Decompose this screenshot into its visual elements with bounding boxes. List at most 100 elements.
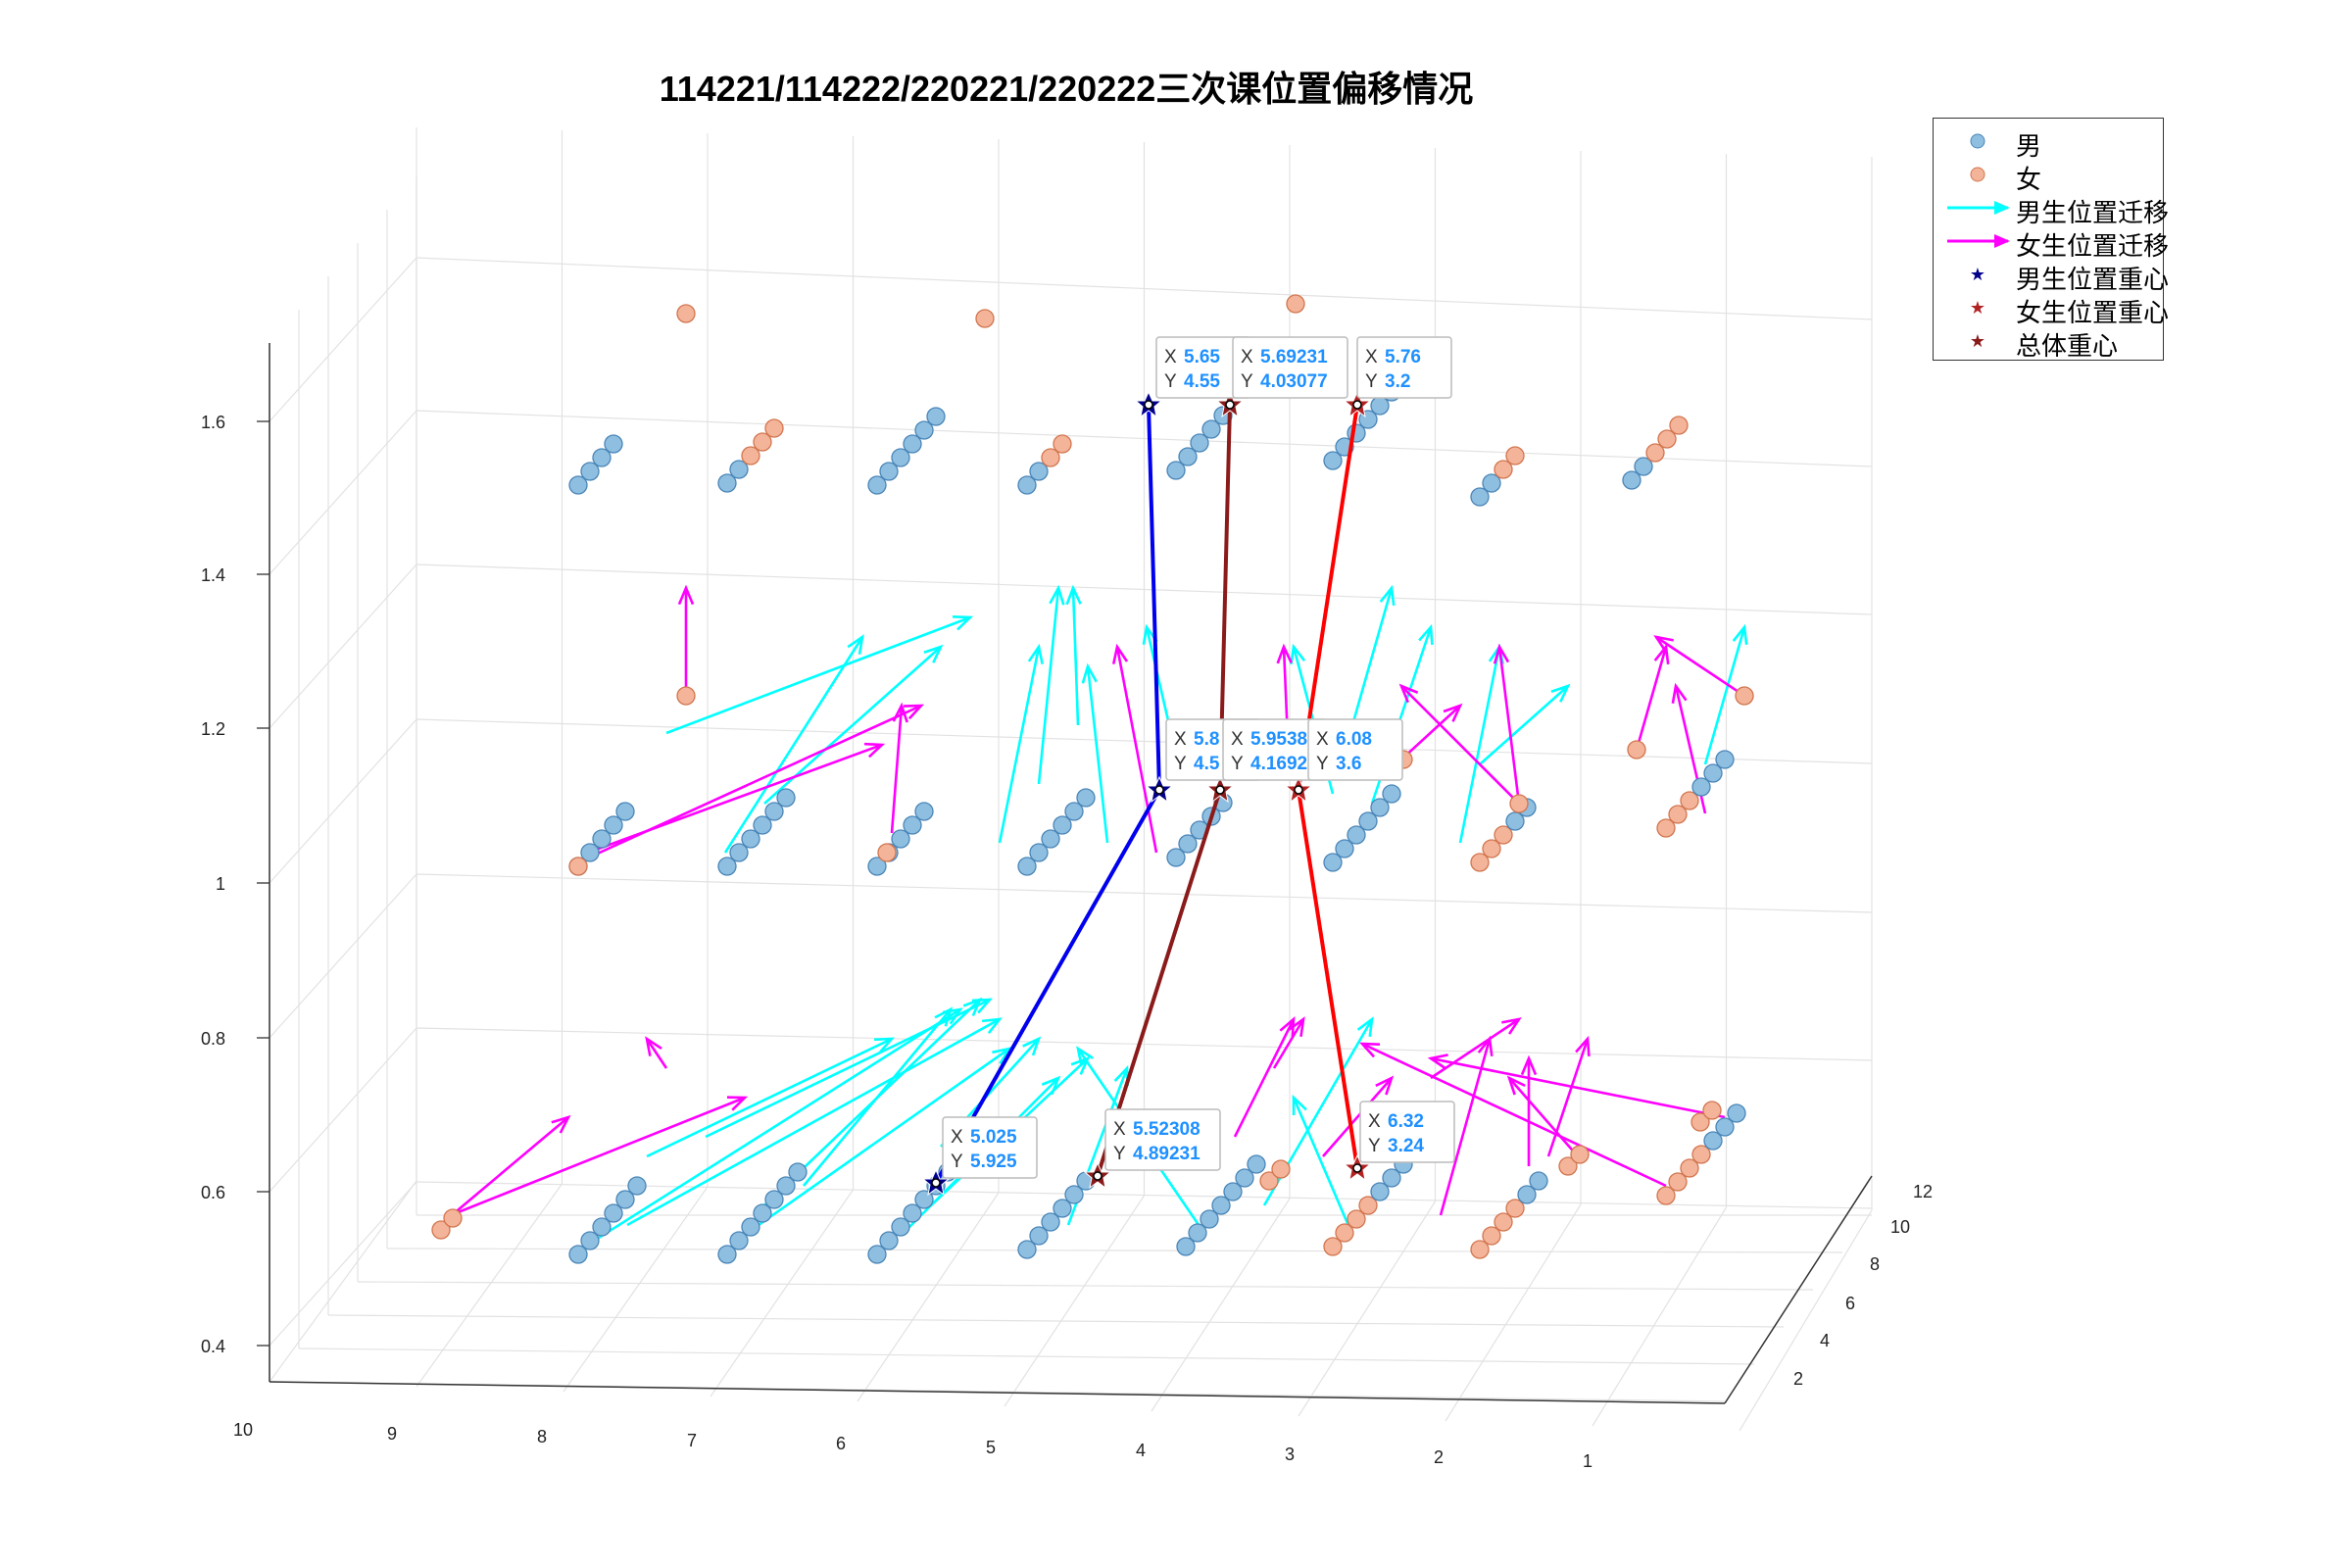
female-point bbox=[1735, 686, 1754, 706]
datatip-x-label: X bbox=[1365, 347, 1378, 368]
arrow-icon bbox=[1947, 234, 2010, 248]
male-point bbox=[914, 802, 934, 821]
female-point bbox=[741, 446, 760, 466]
female-arrow bbox=[1400, 705, 1461, 760]
datatip: X 6.08 Y 3.6 bbox=[1307, 718, 1403, 781]
male-arrow-head bbox=[971, 998, 994, 1014]
male-point bbox=[1200, 1209, 1219, 1229]
male-point bbox=[1223, 1182, 1243, 1201]
female-point bbox=[1668, 1172, 1688, 1192]
x-axis-line bbox=[269, 1381, 1726, 1404]
female-point bbox=[1505, 1199, 1525, 1218]
x-tick-label: 10 bbox=[233, 1420, 253, 1440]
female-point bbox=[1053, 434, 1072, 454]
legend-item[interactable]: 女生位置迁移 bbox=[1934, 224, 2169, 262]
female-arrow bbox=[645, 1038, 668, 1069]
male-point bbox=[592, 1217, 612, 1237]
male-arrow bbox=[723, 636, 864, 854]
datatip-y-value: 4.1692 bbox=[1250, 754, 1307, 774]
centroid-marker bbox=[1215, 785, 1225, 795]
male-arrow bbox=[1350, 587, 1394, 726]
male-point bbox=[1188, 1223, 1207, 1243]
male-arrow bbox=[1458, 646, 1501, 844]
grid-line bbox=[269, 257, 417, 422]
female-point bbox=[1482, 1226, 1501, 1246]
male-point bbox=[891, 1217, 910, 1237]
arrow-icon bbox=[1947, 201, 2010, 215]
datatip-y-label: Y bbox=[1368, 1136, 1381, 1156]
female-arrow-head bbox=[1375, 1075, 1395, 1096]
male-point bbox=[867, 475, 887, 495]
male-point bbox=[615, 802, 635, 821]
grid-line bbox=[269, 1027, 417, 1193]
female-point bbox=[1335, 1223, 1354, 1243]
z-tick-label: 0.4 bbox=[201, 1337, 225, 1356]
male-point bbox=[753, 1203, 772, 1223]
datatip-y-value: 3.2 bbox=[1385, 371, 1410, 392]
female-arrow bbox=[1272, 1018, 1305, 1069]
male-point bbox=[879, 462, 899, 481]
y-tick-label: 6 bbox=[1845, 1294, 1855, 1313]
male-arrow-head bbox=[1379, 584, 1396, 607]
male-point bbox=[741, 829, 760, 849]
male-point bbox=[1190, 433, 1209, 453]
grid-line bbox=[1739, 1209, 1873, 1432]
male-point bbox=[1482, 473, 1501, 493]
legend-item[interactable]: ★ 总体重心 bbox=[1934, 324, 2163, 362]
male-point bbox=[1235, 1168, 1254, 1188]
male-arrow-head bbox=[992, 1047, 1012, 1064]
legend-label: 总体重心 bbox=[2016, 332, 2119, 362]
datatip-x-label: X bbox=[1174, 729, 1187, 750]
x-tick-label: 4 bbox=[1136, 1441, 1146, 1460]
female-point bbox=[676, 686, 696, 706]
female-point bbox=[1669, 416, 1689, 435]
male-point bbox=[903, 1203, 922, 1223]
y-tick-label: 12 bbox=[1913, 1182, 1933, 1201]
male-point bbox=[1370, 1182, 1390, 1201]
male-arrow-head bbox=[1290, 643, 1306, 665]
x-tick-label: 9 bbox=[387, 1424, 397, 1444]
legend-item[interactable]: 女 bbox=[1934, 158, 2163, 195]
female-arrow bbox=[1400, 685, 1530, 814]
female-point bbox=[1358, 1196, 1378, 1215]
male-point bbox=[568, 475, 588, 495]
centroid-lines bbox=[921, 390, 1372, 1197]
male-point bbox=[1691, 777, 1711, 797]
female-point bbox=[1680, 1158, 1699, 1178]
female-arrow-head bbox=[863, 742, 886, 759]
datatip: X 6.32 Y 3.24 bbox=[1359, 1101, 1455, 1163]
male-point bbox=[604, 815, 623, 835]
male-point bbox=[867, 857, 887, 876]
legend-item[interactable]: 男 bbox=[1934, 124, 2163, 162]
female-arrow-head bbox=[892, 702, 908, 723]
datatip-y-value: 4.89231 bbox=[1133, 1144, 1200, 1164]
male-arrow-head bbox=[1081, 662, 1098, 684]
male-arrow-head bbox=[1418, 623, 1434, 646]
male-arrow-head bbox=[1065, 584, 1082, 606]
legend-item[interactable]: ★ 男生位置重心 bbox=[1934, 258, 2169, 295]
female-point bbox=[1645, 443, 1665, 463]
x-tick-label: 5 bbox=[986, 1438, 996, 1457]
datatip: X 5.65 Y 4.55 bbox=[1155, 336, 1251, 399]
legend-item[interactable]: ★ 女生位置重心 bbox=[1934, 291, 2169, 328]
male-point bbox=[604, 434, 623, 454]
male-arrow-head bbox=[1292, 1094, 1307, 1116]
y-tick-label: 8 bbox=[1870, 1254, 1880, 1274]
legend-label: 女生位置重心 bbox=[2016, 299, 2170, 328]
female-arrow bbox=[587, 743, 883, 855]
male-point bbox=[1029, 462, 1049, 481]
male-point bbox=[592, 448, 612, 467]
female-point bbox=[431, 1220, 451, 1240]
female-point bbox=[1570, 1145, 1590, 1164]
female-point bbox=[676, 304, 696, 323]
datatip: X 5.025 Y 5.925 bbox=[942, 1116, 1038, 1179]
female-point bbox=[1323, 1237, 1343, 1256]
legend[interactable]: 男女男生位置迁移 女生位置迁移 ★ 男生位置重心 ★ 女生位置重心 ★ 总体重心 bbox=[1933, 118, 2169, 362]
male-arrow bbox=[1086, 665, 1109, 844]
male-point bbox=[914, 420, 934, 440]
datatip-x-label: X bbox=[1316, 729, 1329, 750]
legend-item[interactable]: 男生位置迁移 bbox=[1934, 191, 2169, 228]
legend-label: 女 bbox=[2016, 166, 2042, 195]
datatip-y-value: 4.5 bbox=[1194, 754, 1220, 774]
x-tick-label: 6 bbox=[836, 1434, 846, 1453]
